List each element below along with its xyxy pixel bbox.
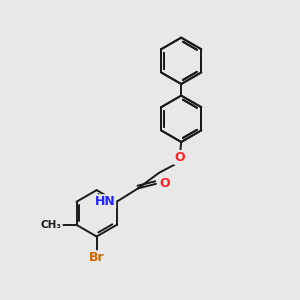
Text: Br: Br <box>89 251 104 264</box>
Text: HN: HN <box>94 195 115 208</box>
Text: O: O <box>160 177 170 190</box>
Text: CH₃: CH₃ <box>41 220 62 230</box>
Text: O: O <box>174 151 185 164</box>
